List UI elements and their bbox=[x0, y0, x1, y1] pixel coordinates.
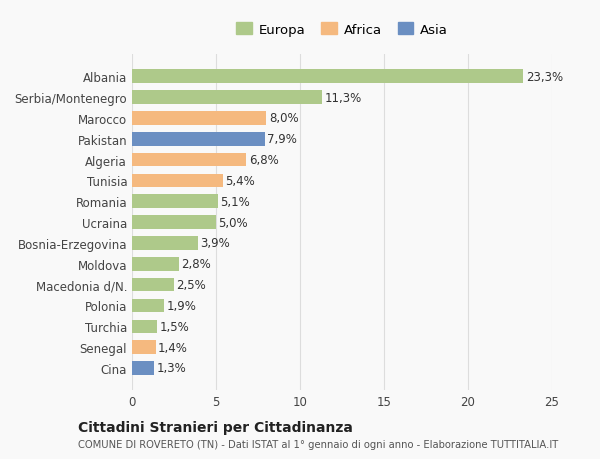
Text: 1,9%: 1,9% bbox=[166, 299, 196, 312]
Bar bbox=[132, 341, 155, 354]
Bar bbox=[132, 278, 174, 292]
Legend: Europa, Africa, Asia: Europa, Africa, Asia bbox=[231, 18, 453, 42]
Text: 1,5%: 1,5% bbox=[160, 320, 190, 333]
Text: Cittadini Stranieri per Cittadinanza: Cittadini Stranieri per Cittadinanza bbox=[78, 420, 353, 435]
Bar bbox=[132, 216, 216, 230]
Text: 2,8%: 2,8% bbox=[182, 257, 211, 271]
Text: 11,3%: 11,3% bbox=[325, 91, 362, 104]
Text: 3,9%: 3,9% bbox=[200, 237, 230, 250]
Text: 23,3%: 23,3% bbox=[526, 71, 563, 84]
Text: 1,3%: 1,3% bbox=[157, 362, 186, 375]
Bar bbox=[132, 320, 157, 333]
Bar bbox=[132, 195, 218, 208]
Text: 8,0%: 8,0% bbox=[269, 112, 299, 125]
Text: 5,0%: 5,0% bbox=[218, 216, 248, 229]
Text: 2,5%: 2,5% bbox=[176, 279, 206, 291]
Text: 6,8%: 6,8% bbox=[249, 154, 278, 167]
Bar bbox=[132, 237, 197, 250]
Bar bbox=[132, 174, 223, 188]
Bar bbox=[132, 153, 246, 167]
Text: 1,4%: 1,4% bbox=[158, 341, 188, 354]
Bar bbox=[132, 133, 265, 146]
Bar bbox=[132, 361, 154, 375]
Text: 7,9%: 7,9% bbox=[267, 133, 297, 146]
Bar bbox=[132, 299, 164, 313]
Bar bbox=[132, 70, 523, 84]
Bar bbox=[132, 257, 179, 271]
Bar bbox=[132, 91, 322, 105]
Text: 5,4%: 5,4% bbox=[225, 174, 255, 188]
Text: 5,1%: 5,1% bbox=[220, 196, 250, 208]
Bar bbox=[132, 112, 266, 125]
Text: COMUNE DI ROVERETO (TN) - Dati ISTAT al 1° gennaio di ogni anno - Elaborazione T: COMUNE DI ROVERETO (TN) - Dati ISTAT al … bbox=[78, 440, 558, 449]
